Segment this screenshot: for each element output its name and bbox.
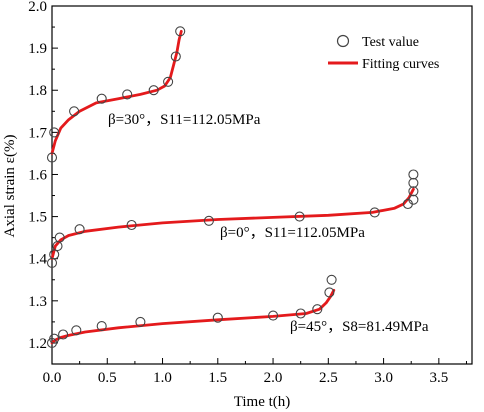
legend-label-test-value: Test value bbox=[362, 35, 419, 50]
test-value-point bbox=[49, 333, 60, 344]
legend-label-fitting-curves: Fitting curves bbox=[362, 57, 439, 72]
y-tick-label: 2.0 bbox=[28, 0, 47, 15]
test-value-point bbox=[203, 215, 214, 226]
test-value-point bbox=[46, 152, 58, 163]
y-tick-label: 1.3 bbox=[28, 294, 47, 310]
test-value-point bbox=[408, 177, 419, 188]
test-value-point bbox=[369, 207, 380, 218]
x-tick-label: 2.5 bbox=[319, 370, 338, 386]
x-tick-label: 1.5 bbox=[208, 370, 227, 386]
legend: Test value Fitting curves bbox=[328, 34, 439, 72]
test-value-point bbox=[324, 287, 335, 298]
test-value-point bbox=[175, 26, 186, 37]
test-value-point bbox=[326, 274, 337, 285]
test-value-point bbox=[71, 325, 82, 336]
test-value-point bbox=[49, 127, 60, 138]
y-tick-label: 1.2 bbox=[28, 336, 47, 352]
fitting-curve bbox=[50, 187, 415, 261]
test-value-point bbox=[148, 85, 159, 96]
x-tick-label: 2.0 bbox=[264, 370, 283, 386]
test-value-point bbox=[268, 310, 279, 321]
annotation-beta-45: β=45°，S8=81.49MPa bbox=[290, 319, 429, 335]
test-value-point bbox=[122, 89, 133, 100]
fitting-curve bbox=[50, 29, 183, 155]
data-series bbox=[46, 26, 419, 348]
x-tick-label: 3.0 bbox=[374, 370, 393, 386]
fitting-curve bbox=[50, 288, 336, 345]
y-tick-label: 1.5 bbox=[28, 210, 47, 226]
y-axis-title: Axial strain ε(%) bbox=[2, 135, 18, 238]
axes: 0.0 0.5 1.0 1.5 2.0 2.5 3.0 3.5 1.2 1.3 1.4 1.5 1.6 1… bbox=[28, 0, 473, 386]
test-value-point bbox=[312, 304, 323, 315]
test-value-point bbox=[294, 211, 305, 222]
test-value-point bbox=[170, 51, 181, 62]
y-tick-label: 1.7 bbox=[28, 125, 47, 141]
y-tick-label: 1.4 bbox=[28, 252, 47, 268]
y-tick-label: 1.6 bbox=[28, 167, 47, 183]
x-tick-label: 3.5 bbox=[429, 370, 448, 386]
annotation-beta-30: β=30°，S11=112.05MPa bbox=[108, 112, 261, 128]
y-tick-label: 1.8 bbox=[28, 83, 47, 99]
test-value-point bbox=[295, 308, 306, 319]
test-value-point bbox=[96, 321, 107, 332]
y-tick-label: 1.9 bbox=[28, 41, 47, 57]
test-value-point bbox=[54, 232, 65, 243]
x-tick-label: 0.5 bbox=[98, 370, 117, 386]
x-tick-label: 1.0 bbox=[153, 370, 172, 386]
test-value-point bbox=[408, 186, 419, 197]
test-value-point bbox=[408, 169, 419, 180]
test-value-point bbox=[96, 93, 107, 104]
test-value-point bbox=[49, 249, 60, 260]
x-axis-title-text: Time t(h) bbox=[234, 394, 291, 410]
legend-marker-icon bbox=[336, 34, 350, 48]
plot-frame bbox=[51, 5, 473, 365]
test-value-point bbox=[163, 76, 174, 87]
test-value-point bbox=[212, 312, 223, 323]
test-value-point bbox=[408, 194, 419, 205]
test-value-point bbox=[126, 219, 137, 231]
annotation-beta-0: β=0°，S11=112.05MPa bbox=[220, 225, 365, 241]
test-value-point bbox=[74, 224, 85, 235]
x-axis-title: Time t(h) bbox=[234, 394, 291, 410]
test-value-point bbox=[135, 316, 146, 327]
test-value-point bbox=[69, 106, 80, 117]
test-value-point bbox=[58, 329, 69, 340]
x-tick-label: 0.0 bbox=[43, 370, 62, 386]
